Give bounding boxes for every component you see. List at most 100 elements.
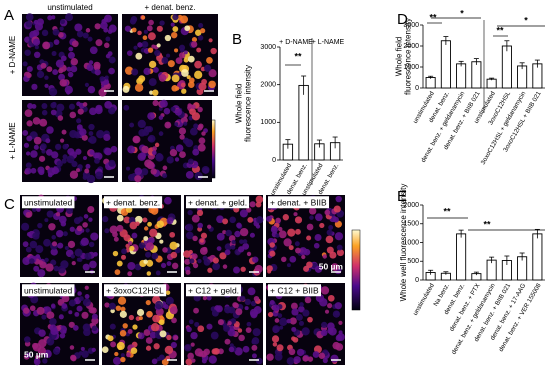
cell <box>181 88 187 94</box>
cell <box>207 267 213 273</box>
cell <box>185 231 194 240</box>
cell <box>24 167 32 175</box>
cell <box>197 35 204 41</box>
cell <box>238 334 245 342</box>
cell <box>211 348 218 355</box>
cell <box>145 345 152 351</box>
image-label: unstimulated <box>24 197 72 207</box>
cell <box>115 305 122 311</box>
cell <box>90 232 99 241</box>
cell <box>286 357 295 365</box>
cell <box>164 34 172 42</box>
cell <box>46 337 55 346</box>
cell <box>57 242 64 249</box>
cell <box>180 82 186 88</box>
cell <box>104 100 113 109</box>
cell <box>43 238 51 247</box>
y-axis-label: Whole field <box>235 84 244 124</box>
cell <box>188 77 195 84</box>
cell <box>217 319 224 326</box>
cell <box>91 313 98 320</box>
cell <box>225 229 232 237</box>
cell <box>143 259 148 264</box>
cell <box>59 79 67 87</box>
y-tick-label: 2000 <box>403 202 419 209</box>
label-box <box>104 284 167 297</box>
cell <box>58 73 66 81</box>
cell <box>137 30 142 36</box>
cell <box>314 213 323 222</box>
cell <box>222 218 229 225</box>
cell <box>190 331 198 340</box>
cell <box>131 27 137 33</box>
cell <box>33 358 41 366</box>
cell <box>132 324 138 330</box>
cell <box>175 144 184 152</box>
cell <box>146 25 153 32</box>
cell <box>82 222 88 228</box>
bar <box>440 40 451 89</box>
cell <box>169 231 176 238</box>
cell <box>192 148 200 156</box>
cell <box>222 264 228 269</box>
cell <box>66 206 74 215</box>
cell <box>81 350 89 358</box>
cell <box>152 89 159 96</box>
cell <box>129 122 135 128</box>
cell <box>334 302 342 310</box>
cell <box>145 251 152 258</box>
cell <box>71 260 76 266</box>
micrograph: + 3oxoC12HSL <box>101 283 181 366</box>
cell <box>160 262 167 269</box>
cell <box>101 346 109 354</box>
bar <box>532 233 543 281</box>
cell <box>201 165 210 174</box>
cell <box>123 234 131 242</box>
cell <box>104 147 112 156</box>
cell <box>240 266 246 272</box>
cell <box>206 295 212 301</box>
annotation: ** <box>483 219 491 229</box>
cell <box>173 335 179 341</box>
cell <box>197 143 206 152</box>
cell <box>224 249 231 256</box>
cell <box>75 148 82 155</box>
cell <box>152 99 159 107</box>
cell <box>107 335 114 342</box>
cell <box>286 263 291 268</box>
cell <box>120 306 126 312</box>
annotation: ** <box>429 12 437 22</box>
cell <box>50 248 58 256</box>
cell <box>149 331 157 339</box>
cell <box>199 238 204 243</box>
cell <box>336 244 343 251</box>
cell <box>126 352 131 357</box>
cell <box>185 223 194 232</box>
cell <box>203 64 212 72</box>
cell <box>175 57 183 64</box>
cell <box>319 222 325 229</box>
cell <box>22 241 29 248</box>
image-label: + C12 + geld. <box>188 285 239 295</box>
cell <box>222 230 227 235</box>
cell <box>267 311 274 318</box>
cell <box>179 15 189 24</box>
cell <box>162 247 168 253</box>
cell <box>169 149 178 157</box>
cell <box>116 214 124 222</box>
cell <box>51 15 56 20</box>
cell <box>242 239 248 244</box>
cell <box>208 80 216 89</box>
cell <box>127 173 136 181</box>
y-axis-label: Whole field <box>395 37 404 77</box>
cell <box>154 300 164 310</box>
cell <box>156 220 165 229</box>
cell <box>42 41 51 50</box>
cell <box>236 222 242 229</box>
cell <box>201 131 206 136</box>
cell <box>108 159 116 167</box>
cell <box>72 325 79 331</box>
cell <box>29 305 36 312</box>
cell <box>251 353 257 359</box>
